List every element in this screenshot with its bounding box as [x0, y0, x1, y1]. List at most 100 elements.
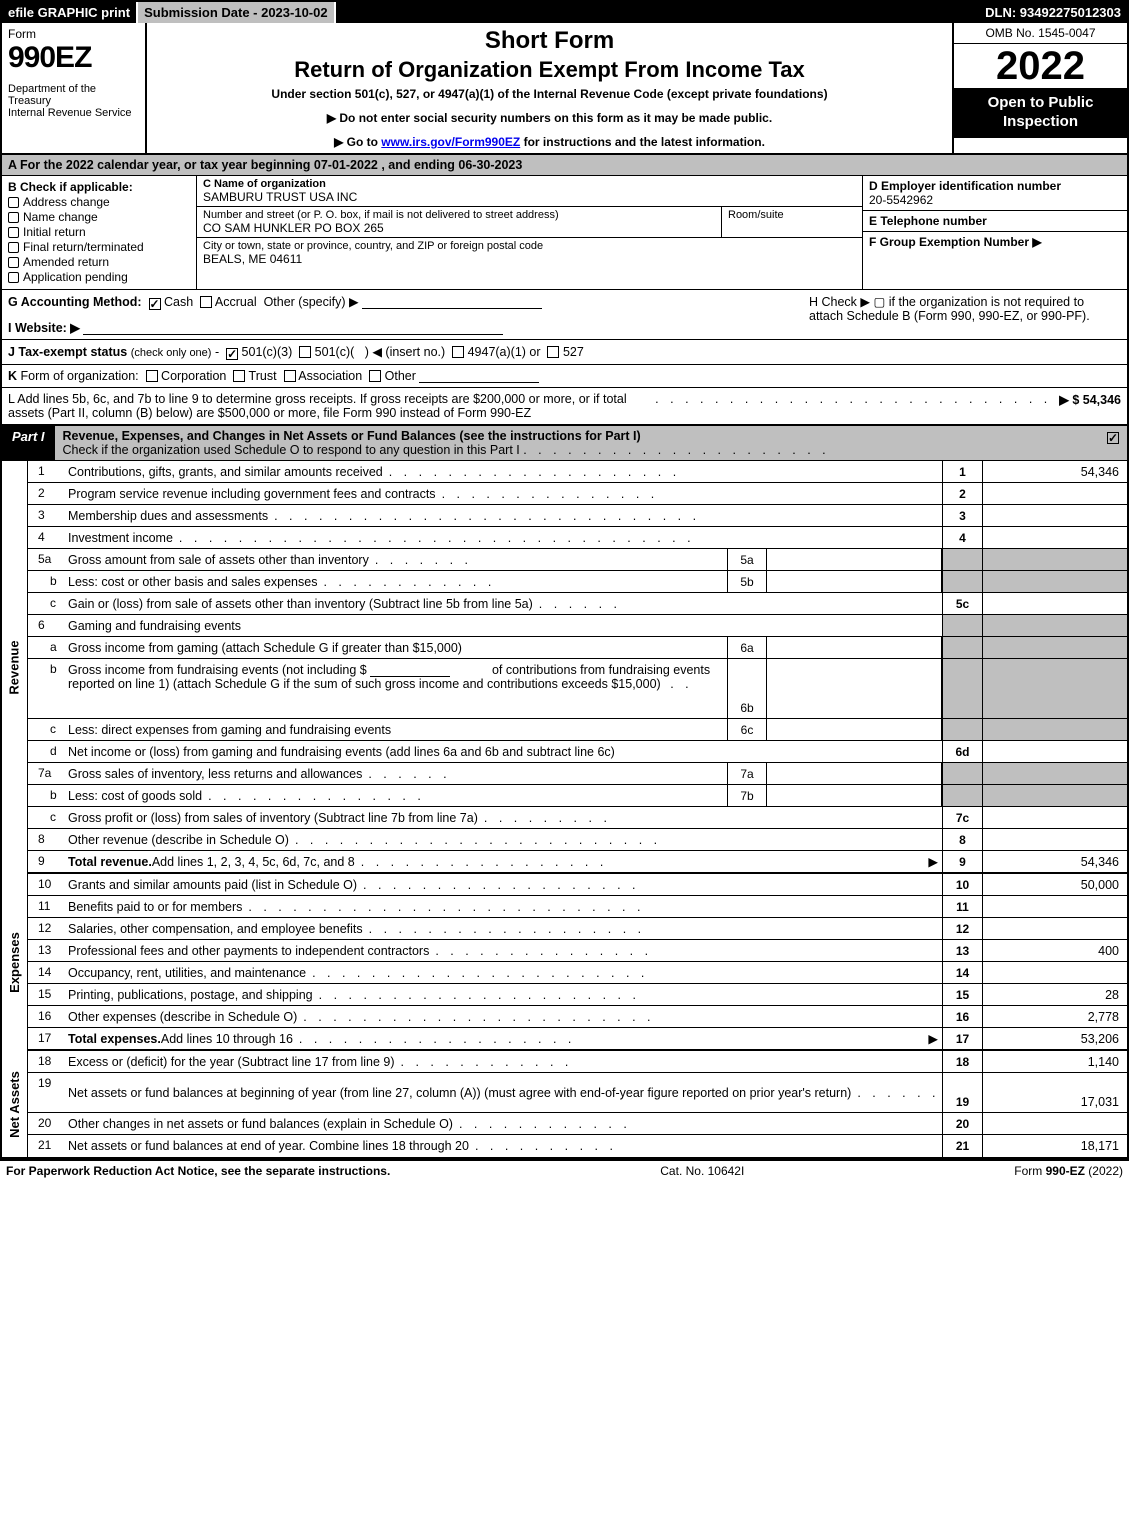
row-g-h: G Accounting Method: Cash Accrual Other …: [2, 290, 1127, 340]
f-group-exemption: F Group Exemption Number ▶: [863, 232, 1127, 289]
6b-contrib-input[interactable]: [370, 663, 450, 677]
submission-date: Submission Date - 2023-10-02: [138, 2, 336, 23]
line-15: 15 Printing, publications, postage, and …: [28, 984, 1127, 1006]
chk-address-change[interactable]: Address change: [8, 195, 190, 209]
chk-trust[interactable]: [233, 370, 245, 382]
footer-left: For Paperwork Reduction Act Notice, see …: [6, 1164, 390, 1178]
ein-value: 20-5542962: [869, 193, 1121, 207]
line-13: 13 Professional fees and other payments …: [28, 940, 1127, 962]
val-8: [982, 829, 1127, 850]
line-7b: b Less: cost of goods sold. . . . . . . …: [28, 785, 1127, 807]
c-label: C Name of organization: [203, 178, 856, 190]
line-9: 9 Total revenue. Add lines 1, 2, 3, 4, 5…: [28, 851, 1127, 874]
line-6a: a Gross income from gaming (attach Sched…: [28, 637, 1127, 659]
val-7b: [767, 785, 942, 806]
line-5a: 5a Gross amount from sale of assets othe…: [28, 549, 1127, 571]
e-phone-cell: E Telephone number: [863, 211, 1127, 232]
irs-link[interactable]: www.irs.gov/Form990EZ: [381, 135, 520, 149]
header-right: OMB No. 1545-0047 2022 Open to Public In…: [952, 23, 1127, 153]
revenue-side-label: Revenue: [2, 461, 28, 874]
chk-schedule-o-part-i[interactable]: [1107, 432, 1119, 444]
line-17: 17 Total expenses. Add lines 10 through …: [28, 1028, 1127, 1051]
part-i-header: Part I Revenue, Expenses, and Changes in…: [2, 425, 1127, 461]
street-cell: Number and street (or P. O. box, if mail…: [197, 207, 722, 237]
instruction-2: ▶ Go to www.irs.gov/Form990EZ for instru…: [153, 135, 946, 149]
val-6d: [982, 741, 1127, 762]
chk-application-pending[interactable]: Application pending: [8, 270, 190, 284]
d-ein-cell: D Employer identification number 20-5542…: [863, 176, 1127, 211]
val-20: [982, 1113, 1127, 1134]
val-7a: [767, 763, 942, 784]
chk-other-org[interactable]: [369, 370, 381, 382]
chk-amended-return[interactable]: Amended return: [8, 255, 190, 269]
city-label: City or town, state or province, country…: [203, 240, 856, 252]
chk-association[interactable]: [284, 370, 296, 382]
val-14: [982, 962, 1127, 983]
chk-4947a1[interactable]: [452, 346, 464, 358]
val-13: 400: [982, 940, 1127, 961]
l-value: ▶ $ 54,346: [1051, 392, 1121, 420]
val-6b: [767, 659, 942, 718]
g-label: G Accounting Method:: [8, 295, 142, 309]
chk-527[interactable]: [547, 346, 559, 358]
other-specify-input[interactable]: [362, 295, 542, 309]
chk-501c3[interactable]: [226, 348, 238, 360]
e-label: E Telephone number: [869, 214, 1121, 228]
room-cell: Room/suite: [722, 207, 862, 237]
chk-501c[interactable]: [299, 346, 311, 358]
form-990ez: efile GRAPHIC print Submission Date - 20…: [0, 0, 1129, 1161]
line-5b: b Less: cost or other basis and sales ex…: [28, 571, 1127, 593]
chk-initial-return[interactable]: Initial return: [8, 225, 190, 239]
line-21: 21 Net assets or fund balances at end of…: [28, 1135, 1127, 1157]
form-header: Form 990EZ Department of the Treasury In…: [2, 23, 1127, 155]
val-6c: [767, 719, 942, 740]
website-input[interactable]: [83, 321, 503, 335]
line-18: 18 Excess or (deficit) for the year (Sub…: [28, 1051, 1127, 1073]
line-12: 12 Salaries, other compensation, and emp…: [28, 918, 1127, 940]
chk-corporation[interactable]: [146, 370, 158, 382]
chk-cash[interactable]: [149, 298, 161, 310]
chk-accrual[interactable]: [200, 296, 212, 308]
line-6d: d Net income or (loss) from gaming and f…: [28, 741, 1127, 763]
val-16: 2,778: [982, 1006, 1127, 1027]
row-l-gross-receipts: L Add lines 5b, 6c, and 7b to line 9 to …: [2, 388, 1127, 425]
row-j-tax-exempt: J Tax-exempt status (check only one) - 5…: [2, 340, 1127, 365]
val-19: 17,031: [982, 1073, 1127, 1112]
chk-final-return[interactable]: Final return/terminated: [8, 240, 190, 254]
line-7c: c Gross profit or (loss) from sales of i…: [28, 807, 1127, 829]
d-label: D Employer identification number: [869, 179, 1121, 193]
header-center: Short Form Return of Organization Exempt…: [147, 23, 952, 153]
line-6: 6 Gaming and fundraising events: [28, 615, 1127, 637]
val-21: 18,171: [982, 1135, 1127, 1157]
street-label: Number and street (or P. O. box, if mail…: [203, 209, 715, 221]
col-c-org-info: C Name of organization SAMBURU TRUST USA…: [197, 176, 862, 289]
val-12: [982, 918, 1127, 939]
dln-label: DLN: 93492275012303: [979, 2, 1127, 23]
inst2-pre: ▶ Go to: [334, 135, 381, 149]
form-title: Return of Organization Exempt From Incom…: [153, 57, 946, 83]
line-19: 19 Net assets or fund balances at beginn…: [28, 1073, 1127, 1113]
line-4: 4 Investment income. . . . . . . . . . .…: [28, 527, 1127, 549]
expenses-section: Expenses 10 Grants and similar amounts p…: [2, 874, 1127, 1051]
line-1: 1 Contributions, gifts, grants, and simi…: [28, 461, 1127, 483]
other-org-input[interactable]: [419, 369, 539, 383]
row-a-tax-year: A For the 2022 calendar year, or tax yea…: [2, 155, 1127, 176]
col-def: D Employer identification number 20-5542…: [862, 176, 1127, 289]
line-7a: 7a Gross sales of inventory, less return…: [28, 763, 1127, 785]
line-8: 8 Other revenue (describe in Schedule O)…: [28, 829, 1127, 851]
org-name-cell: C Name of organization SAMBURU TRUST USA…: [197, 176, 862, 207]
city-value: BEALS, ME 04611: [203, 252, 856, 266]
street-value: CO SAM HUNKLER PO BOX 265: [203, 221, 715, 235]
form-subtitle: Under section 501(c), 527, or 4947(a)(1)…: [153, 87, 946, 101]
top-bar: efile GRAPHIC print Submission Date - 20…: [2, 2, 1127, 23]
chk-name-change[interactable]: Name change: [8, 210, 190, 224]
instruction-1: ▶ Do not enter social security numbers o…: [153, 111, 946, 125]
line-6c: c Less: direct expenses from gaming and …: [28, 719, 1127, 741]
val-1: 54,346: [982, 461, 1127, 482]
department-label: Department of the Treasury Internal Reve…: [8, 83, 139, 119]
revenue-section: Revenue 1 Contributions, gifts, grants, …: [2, 461, 1127, 874]
footer-center: Cat. No. 10642I: [390, 1164, 1014, 1178]
short-form-label: Short Form: [153, 27, 946, 55]
form-word: Form: [8, 27, 139, 41]
val-4: [982, 527, 1127, 548]
